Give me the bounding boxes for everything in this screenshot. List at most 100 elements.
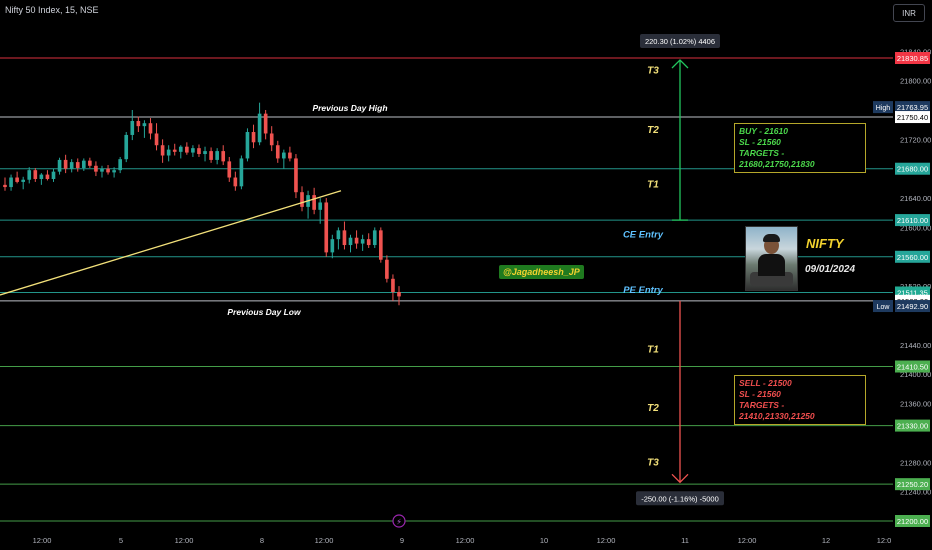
time-tick-label: 12	[822, 536, 830, 545]
candle-body	[209, 151, 213, 160]
candle-body	[300, 192, 304, 207]
price-badge-5	[895, 250, 930, 263]
candle-body	[136, 121, 141, 127]
candle-body	[166, 149, 171, 156]
candle-body	[142, 123, 147, 127]
price-badge-text-11: 21250.20	[897, 480, 928, 489]
candle-body	[69, 162, 74, 169]
candle-body	[366, 239, 371, 246]
buy-sl-line: SL - 21560	[739, 137, 781, 147]
candle-body	[33, 170, 38, 179]
target-label-3: CE Entry	[623, 229, 664, 240]
time-tick-label: 11	[681, 536, 689, 545]
candle-body	[282, 152, 286, 159]
sell-line: SELL - 21500	[739, 378, 792, 388]
time-tick-label: 10	[540, 536, 548, 545]
prev-day-label-0: Previous Day High	[312, 103, 387, 113]
candle-body	[160, 145, 165, 156]
price-tick-label: 21600.00	[900, 223, 931, 232]
sell-sl-line: SL - 21560	[739, 389, 781, 399]
candle-body	[203, 151, 207, 155]
candle-body	[15, 177, 19, 182]
target-label-1: T2	[647, 125, 659, 136]
candle-body	[330, 239, 335, 253]
price-badge-11	[895, 478, 930, 491]
measure-down-label: -250.00 (-1.16%) -5000	[641, 494, 719, 503]
candle-body	[288, 152, 292, 159]
candle-body	[51, 171, 56, 179]
price-badge-2	[895, 111, 930, 124]
price-badge-0	[895, 52, 930, 64]
candle-body	[124, 134, 129, 160]
candle-body	[27, 170, 32, 180]
candle-body	[354, 237, 359, 244]
candle-body	[100, 168, 104, 172]
sell-setup-box: SELL - 21500 SL - 21560 TARGETS - 21410,…	[734, 375, 866, 425]
price-badge-text-2: 21750.40	[897, 113, 928, 122]
time-tick-label: 5	[119, 536, 123, 545]
price-badge-text-10: 21330.00	[897, 422, 928, 431]
price-badge-3	[895, 162, 930, 175]
candle-body	[263, 113, 268, 134]
price-badge-text-8: 21492.90	[897, 302, 928, 311]
price-badge-4	[895, 214, 930, 227]
sell-targets-line: TARGETS - 21410,21330,21250	[739, 400, 815, 421]
candle-body	[221, 151, 226, 162]
candle-body	[45, 174, 50, 179]
candle-body	[391, 278, 395, 293]
candle-body	[342, 230, 347, 246]
price-badge-text-5: 21560.00	[897, 253, 928, 262]
price-tick-label: 21800.00	[900, 77, 931, 86]
candle-body	[239, 158, 244, 187]
candle-body	[3, 184, 7, 188]
candle-body	[336, 230, 341, 240]
candle-body	[257, 113, 262, 143]
candle-body	[178, 146, 183, 152]
target-label-5: T1	[647, 345, 659, 356]
price-badge-text-0: 21830.85	[897, 54, 928, 63]
candle-body	[130, 121, 135, 135]
candle-body	[378, 230, 383, 260]
price-badge-tag-text-1: High	[876, 105, 891, 112]
price-badge-text-9: 21410.50	[897, 363, 928, 372]
time-tick-label: 12:00	[175, 536, 194, 545]
price-tick-label: 21440.00	[900, 341, 931, 350]
candle-body	[215, 151, 219, 160]
prev-day-label-1: Previous Day Low	[227, 307, 302, 317]
price-tick-label: 21720.00	[900, 135, 931, 144]
candle-body	[106, 168, 110, 173]
price-badge-text-3: 21680.00	[897, 165, 928, 174]
measure-up-box	[640, 34, 720, 48]
measure-up-arrowhead	[671, 59, 689, 69]
time-tick-label: 12:0	[877, 536, 892, 545]
candle-body	[312, 195, 316, 210]
author-handle-tag: @Jagadheesh_JP	[499, 265, 584, 279]
candle-body	[227, 161, 232, 178]
candle-body	[191, 148, 195, 153]
target-label-7: T3	[647, 458, 659, 469]
time-tick-label: 9	[400, 536, 404, 545]
candle-body	[88, 160, 92, 166]
time-tick-label: 8	[260, 536, 264, 545]
candle-body	[294, 158, 298, 193]
price-badge-tag-8	[873, 300, 893, 313]
candle-body	[57, 159, 62, 172]
price-tick-label: 21840.00	[900, 47, 931, 56]
buy-setup-box: BUY - 21610 SL - 21560 TARGETS - 21680,2…	[734, 123, 866, 173]
price-badge-9	[895, 360, 930, 373]
candle-body	[118, 159, 122, 171]
candle-body	[397, 292, 401, 297]
event-marker-icon	[392, 514, 406, 528]
date-label: 09/01/2024	[805, 264, 856, 275]
price-tick-label: 21400.00	[900, 370, 931, 379]
measure-down-arrowhead	[671, 473, 689, 484]
candle-body	[81, 160, 86, 168]
author-photo	[745, 226, 798, 291]
candle-body	[233, 177, 238, 187]
currency-button[interactable]: INR	[893, 4, 925, 22]
measure-up-label: 220.30 (1.02%) 4406	[645, 37, 715, 46]
time-tick-label: 12:00	[33, 536, 52, 545]
target-label-6: T2	[647, 403, 659, 414]
candle-body	[269, 133, 274, 146]
